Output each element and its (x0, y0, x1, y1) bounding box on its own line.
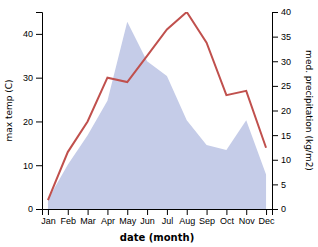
tick-mark (272, 37, 278, 38)
tick-label: 35 (281, 32, 291, 42)
tick: Aug (179, 209, 195, 226)
tick: 35 (272, 32, 291, 42)
tick: 20 (23, 117, 42, 127)
tick-mark (272, 184, 278, 185)
tick-mark (272, 209, 278, 210)
tick-mark (272, 61, 278, 62)
tick: 40 (272, 7, 291, 17)
tick: Jun (140, 209, 155, 226)
tick: 30 (272, 57, 291, 67)
tick-label: Nov (239, 216, 256, 226)
tick-mark (272, 12, 278, 13)
tick: 30 (23, 73, 42, 83)
tick-label: Apr (101, 216, 115, 226)
tick-label: Dec (259, 216, 276, 226)
tick-label: 20 (281, 106, 291, 116)
tick-label: May (119, 216, 137, 226)
tick-label: Mar (80, 216, 96, 226)
y-axis: 0 10 20 30 40 (23, 13, 43, 215)
tick: 20 (272, 106, 291, 116)
tick-label: 20 (23, 117, 33, 127)
tick-mark (107, 209, 108, 215)
tick-label: 30 (281, 57, 291, 67)
tick-mark (36, 78, 42, 79)
temperature-line (48, 12, 266, 200)
tick: 10 (23, 161, 42, 171)
y2-axis-title: med. precipitation (kg/m2) (304, 50, 314, 171)
tick: Sep (199, 209, 215, 226)
tick-mark (36, 121, 42, 122)
tick-mark (68, 209, 69, 215)
tick-mark (272, 86, 278, 87)
tick-label: Aug (179, 216, 195, 226)
tick-label: Feb (61, 216, 77, 226)
tick-mark (187, 209, 188, 215)
plot: Jan FebMar Apr MayJun Jul Aug Sep Oct NovDec 0 10 2… (4, 7, 314, 243)
x-axis: Jan FebMar Apr MayJun Jul Aug Sep Oct NovDec (41, 209, 275, 226)
tick: 0 (272, 204, 286, 214)
tick-mark (226, 209, 227, 215)
precipitation-area (48, 22, 266, 209)
axis-line (43, 210, 273, 216)
y2-axis: 0 5 10 15 20 25 30 35 40 (272, 7, 291, 214)
tick-mark (272, 111, 278, 112)
tick: 25 (272, 81, 291, 91)
tick-label: 30 (23, 73, 33, 83)
tick-mark (272, 160, 278, 161)
tick-label: 0 (28, 204, 33, 214)
tick-label: 15 (281, 131, 291, 141)
tick-mark (207, 209, 208, 215)
tick-label: 10 (281, 155, 291, 165)
tick-label: 40 (281, 7, 291, 17)
tick: May (119, 209, 137, 226)
tick: Oct (220, 209, 235, 226)
axis-line (36, 13, 43, 210)
tick-label: Jun (140, 216, 155, 226)
tick-mark (36, 165, 42, 166)
tick: Apr (101, 209, 115, 226)
tick-mark (147, 209, 148, 215)
y-axis-title: max temp (C) (4, 79, 14, 141)
tick-label: 40 (23, 29, 33, 39)
tick: 5 (272, 180, 286, 190)
tick-label: Oct (220, 216, 235, 226)
tick-mark (127, 209, 128, 215)
tick-mark (272, 135, 278, 136)
tick-mark (246, 209, 247, 215)
tick-label: 5 (281, 180, 286, 190)
tick-mark (167, 209, 168, 215)
tick-mark (48, 209, 49, 215)
tick: Nov (239, 209, 256, 226)
axis-line (273, 13, 279, 210)
tick: Feb (61, 209, 77, 226)
tick-label: 0 (281, 204, 286, 214)
tick: 15 (272, 131, 291, 141)
tick: 0 (28, 204, 42, 214)
tick: 40 (23, 29, 42, 39)
tick-label: Jul (162, 216, 174, 226)
tick: Jan (41, 209, 56, 226)
tick-mark (36, 209, 42, 210)
tick-label: Sep (199, 216, 215, 226)
tick-label: 25 (281, 81, 291, 91)
tick-mark (266, 209, 267, 215)
marks (48, 12, 266, 209)
tick: 10 (272, 155, 291, 165)
tick-mark (88, 209, 89, 215)
tick-label: Jan (41, 216, 56, 226)
x-axis-title: date (month) (120, 232, 194, 243)
chart: Jan FebMar Apr MayJun Jul Aug Sep Oct NovDec 0 10 2… (0, 0, 318, 247)
tick-mark (36, 34, 42, 35)
tick: Mar (80, 209, 96, 226)
tick-label: 10 (23, 161, 33, 171)
tick: Dec (259, 209, 276, 226)
tick: Jul (162, 209, 174, 226)
